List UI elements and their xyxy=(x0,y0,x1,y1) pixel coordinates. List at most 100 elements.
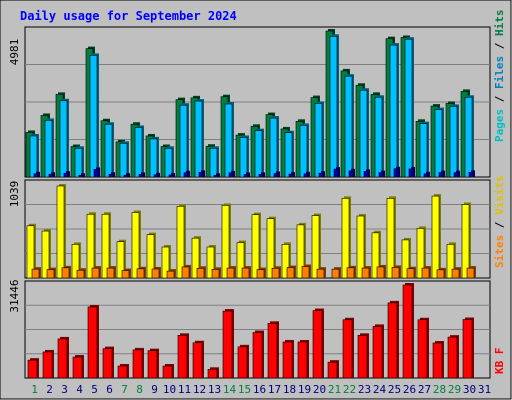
kbytes-bar xyxy=(387,302,398,379)
pages-bar xyxy=(423,173,429,178)
legend-sep-1: / xyxy=(493,89,506,109)
pages-bar xyxy=(438,172,444,178)
sites-bar xyxy=(91,267,100,279)
x-tick-label: 7 xyxy=(121,383,128,396)
visits-bar xyxy=(191,237,200,279)
pages-bar xyxy=(303,173,309,178)
x-tick-label: 15 xyxy=(238,383,251,396)
x-tick-label: 21 xyxy=(328,383,341,396)
legend-sep-3: / xyxy=(493,215,506,235)
kbytes-bar xyxy=(27,359,38,379)
files-bar xyxy=(239,137,248,178)
kbytes-bar xyxy=(237,346,248,379)
visits-bar xyxy=(386,198,395,279)
kbytes-bar xyxy=(252,332,263,379)
files-bar xyxy=(179,104,188,178)
bottom-ymax-label: 31446 xyxy=(8,279,21,312)
files-bar xyxy=(374,96,383,178)
pages-bar xyxy=(318,172,324,178)
kbytes-bar xyxy=(342,319,353,379)
pages-bar xyxy=(393,168,399,178)
sites-bar xyxy=(331,268,340,279)
sites-bar xyxy=(181,266,190,279)
visits-bar xyxy=(461,204,470,279)
visits-bar xyxy=(221,205,230,279)
visits-bar xyxy=(71,244,80,279)
files-bar xyxy=(389,44,398,178)
kbytes-bar xyxy=(462,319,473,379)
pages-bar xyxy=(453,172,459,178)
sites-bar xyxy=(31,268,40,279)
pages-bar xyxy=(78,174,84,178)
files-bar xyxy=(134,127,143,178)
sites-bar xyxy=(271,267,280,279)
visits-bar xyxy=(86,213,95,279)
pages-bar xyxy=(93,169,99,178)
pages-bar xyxy=(363,171,369,178)
files-bar xyxy=(464,96,473,178)
kbytes-bar xyxy=(357,335,368,379)
legend-visits: Visits xyxy=(493,175,506,215)
pages-bar xyxy=(213,174,219,178)
kbytes-bar xyxy=(312,310,323,379)
kbytes-bar xyxy=(102,348,113,379)
visits-bar xyxy=(161,246,170,279)
kbytes-bar xyxy=(42,351,53,379)
kbytes-bar xyxy=(57,338,68,379)
pages-bar xyxy=(378,172,384,178)
x-tick-label: 12 xyxy=(193,383,206,396)
files-bar xyxy=(269,117,278,178)
kbytes-bar xyxy=(72,356,83,379)
files-bar xyxy=(344,75,353,178)
x-tick-label: 28 xyxy=(433,383,446,396)
pages-bar xyxy=(243,174,249,178)
x-tick-label: 9 xyxy=(151,383,158,396)
files-bar xyxy=(149,138,158,178)
x-tick-label: 26 xyxy=(403,383,416,396)
legend-kbytes: KB F xyxy=(493,348,506,375)
sites-bar xyxy=(346,267,355,279)
pages-bar xyxy=(333,168,339,178)
x-tick-label: 10 xyxy=(163,383,176,396)
kbytes-bar xyxy=(282,341,293,379)
sites-bar xyxy=(361,267,370,279)
x-tick-label: 2 xyxy=(46,383,53,396)
kbytes-bar xyxy=(162,365,173,379)
files-bar xyxy=(104,123,113,178)
x-axis-day-labels: 1 2 3 4 5 6 7 8 9 10 11 12 13 14 15 16 17 18 19 20 21 22 23 24 2… xyxy=(31,383,491,396)
visits-bar xyxy=(41,230,50,279)
kbytes-panel xyxy=(24,280,491,379)
pages-bar xyxy=(48,173,54,178)
sites-bar xyxy=(376,266,385,279)
legend-sep-2: / xyxy=(493,36,506,56)
legend-files: Files xyxy=(493,56,506,89)
kbytes-bar xyxy=(207,369,218,379)
files-bar xyxy=(299,125,308,178)
x-tick-label: 5 xyxy=(91,383,98,396)
visits-bar xyxy=(371,232,380,279)
visits-sites-panel xyxy=(24,179,491,279)
kbytes-bar xyxy=(447,336,458,379)
legend-hits: Hits xyxy=(493,10,506,37)
chart-title: Daily usage for September 2024 xyxy=(20,9,237,23)
x-tick-label: 17 xyxy=(268,383,281,396)
legend-sites: Sites xyxy=(493,235,506,268)
pages-bar xyxy=(183,172,189,178)
sites-bar xyxy=(256,269,265,279)
pages-bar xyxy=(198,172,204,178)
x-tick-label: 16 xyxy=(253,383,266,396)
kbytes-bar xyxy=(222,310,233,379)
pages-bar xyxy=(33,173,39,178)
visits-bar xyxy=(446,244,455,279)
sites-bar xyxy=(421,267,430,279)
kbytes-bar xyxy=(297,341,308,379)
pages-bar xyxy=(138,174,144,178)
visits-bar xyxy=(356,215,365,279)
visits-bar xyxy=(26,225,35,279)
kbytes-bar xyxy=(117,365,128,379)
visits-bar xyxy=(296,224,305,279)
sites-bar xyxy=(286,267,295,279)
sites-bar xyxy=(391,267,400,279)
files-bar xyxy=(74,147,83,178)
